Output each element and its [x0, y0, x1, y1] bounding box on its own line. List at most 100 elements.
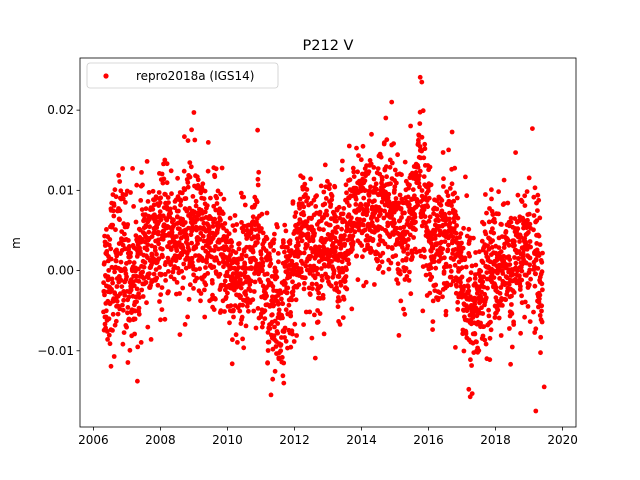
data-point	[533, 408, 539, 414]
data-point	[416, 177, 421, 183]
data-point	[308, 176, 313, 182]
data-point	[264, 293, 269, 299]
data-point	[133, 233, 139, 239]
legend-marker	[103, 73, 109, 79]
data-point	[406, 237, 411, 242]
data-point	[497, 291, 503, 296]
data-point	[226, 247, 232, 253]
data-point	[354, 253, 360, 259]
data-point	[340, 211, 346, 217]
data-point	[371, 176, 377, 182]
data-point	[120, 341, 126, 347]
data-point	[140, 294, 146, 299]
data-point	[259, 324, 265, 330]
data-point	[539, 319, 545, 325]
data-point	[281, 240, 286, 246]
data-point	[235, 340, 240, 345]
data-point	[137, 295, 142, 300]
data-point	[233, 250, 239, 256]
data-point	[158, 217, 164, 223]
data-point	[233, 332, 239, 338]
data-point	[176, 208, 181, 214]
data-point	[488, 319, 493, 325]
data-point	[114, 298, 120, 304]
data-point	[527, 239, 533, 244]
data-point	[214, 195, 220, 201]
data-point	[113, 194, 119, 200]
data-point	[158, 195, 164, 201]
data-point	[168, 210, 174, 216]
data-point	[528, 244, 533, 250]
data-point	[296, 282, 302, 288]
data-point	[533, 271, 538, 277]
data-point	[162, 272, 168, 277]
data-point	[179, 268, 185, 274]
data-point	[305, 234, 311, 240]
data-point	[469, 363, 474, 368]
data-point	[128, 250, 134, 256]
data-point	[526, 282, 532, 288]
data-point	[203, 265, 208, 270]
data-point	[387, 234, 393, 240]
data-point	[185, 180, 191, 185]
data-point	[318, 183, 324, 189]
data-point	[389, 99, 395, 105]
data-point	[538, 334, 544, 340]
data-point	[121, 330, 127, 335]
data-point	[512, 239, 517, 244]
data-point	[490, 212, 496, 218]
data-point	[108, 363, 114, 369]
data-point	[290, 279, 295, 285]
data-point	[135, 344, 141, 350]
data-point	[537, 292, 543, 298]
data-point	[440, 294, 445, 300]
data-point	[124, 324, 129, 330]
data-point	[439, 250, 444, 256]
data-point	[256, 169, 262, 175]
data-point	[434, 198, 439, 204]
data-point	[392, 167, 398, 173]
data-point	[487, 335, 493, 341]
data-point	[186, 225, 191, 231]
data-point	[341, 236, 346, 242]
data-point	[161, 176, 167, 182]
data-point	[519, 268, 525, 274]
data-point	[287, 238, 293, 244]
data-point	[126, 244, 132, 249]
data-point	[252, 279, 258, 285]
data-point	[407, 202, 412, 208]
data-point	[150, 188, 156, 194]
data-point	[237, 308, 243, 314]
data-point	[246, 308, 251, 314]
data-point	[509, 293, 514, 299]
data-point	[496, 315, 502, 321]
data-point	[309, 335, 315, 341]
data-point	[275, 251, 281, 256]
data-point	[532, 185, 538, 191]
data-point	[532, 283, 538, 289]
data-point	[243, 253, 249, 259]
data-point	[439, 239, 444, 245]
data-point	[193, 253, 198, 258]
data-point	[395, 281, 401, 286]
data-point	[451, 198, 457, 204]
data-point	[500, 271, 506, 276]
data-point	[209, 254, 215, 260]
data-point	[243, 323, 249, 329]
data-point	[112, 187, 118, 193]
data-point	[467, 253, 472, 259]
data-point	[401, 306, 406, 312]
data-point	[110, 222, 116, 228]
data-point	[394, 225, 400, 231]
data-point	[366, 193, 372, 198]
data-point	[175, 175, 181, 181]
data-point	[193, 245, 199, 250]
data-point	[408, 291, 414, 297]
data-point	[350, 233, 356, 239]
data-point	[174, 248, 180, 254]
data-point	[146, 190, 152, 195]
data-point	[531, 227, 536, 233]
data-point	[503, 229, 509, 234]
data-point	[472, 331, 478, 337]
data-point	[430, 319, 436, 324]
